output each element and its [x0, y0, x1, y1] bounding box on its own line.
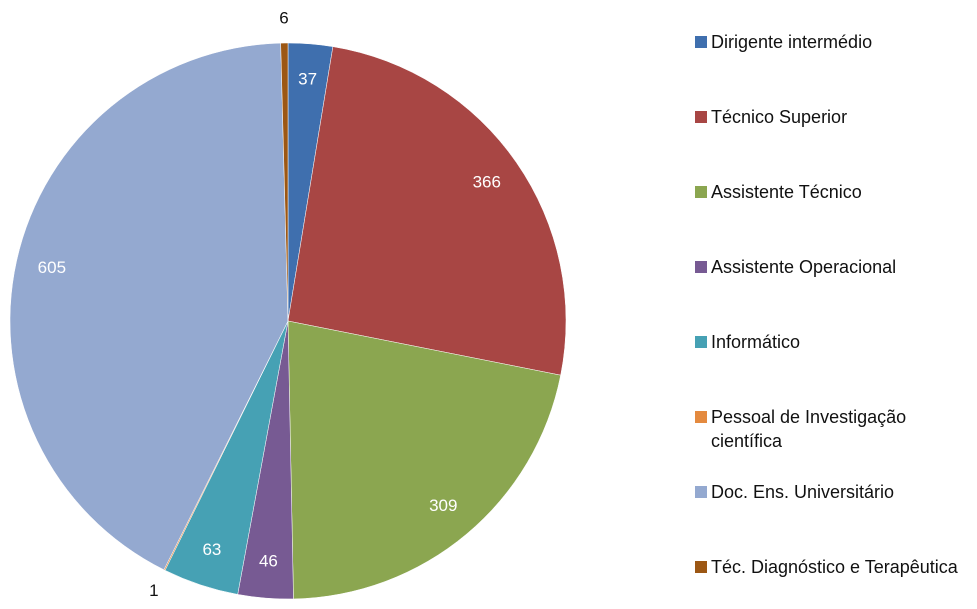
- legend-swatch: [695, 111, 707, 123]
- pie-slice: [9, 42, 289, 571]
- legend-item: Assistente Operacional: [695, 255, 970, 279]
- legend-swatch: [695, 261, 707, 273]
- legend-label: Assistente Técnico: [711, 182, 862, 202]
- legend-swatch: [695, 186, 707, 198]
- data-label: 605: [38, 258, 66, 277]
- legend-label: Assistente Operacional: [711, 257, 897, 277]
- legend-item: Téc. Diagnóstico e Terapêutica: [695, 555, 970, 579]
- legend-swatch: [695, 486, 707, 498]
- legend-swatch: [695, 36, 707, 48]
- legend-swatch: [695, 411, 707, 423]
- legend-item: Técnico Superior: [695, 105, 970, 129]
- data-label: 63: [202, 540, 221, 559]
- legend-swatch: [695, 561, 707, 573]
- data-label: 309: [429, 496, 457, 515]
- legend-label: Téc. Diagnóstico e Terapêutica: [711, 557, 958, 577]
- pie-slice: [287, 320, 561, 600]
- data-label: 6: [279, 9, 288, 28]
- data-label: 46: [259, 552, 278, 571]
- pie-area: 37 366 309 46 63 1 605 6: [9, 9, 567, 600]
- pie-slice: [287, 46, 567, 376]
- legend-item: Informático: [695, 330, 970, 354]
- legend-label: Pessoal de Investigação científica: [711, 407, 907, 451]
- legend-label: Doc. Ens. Universitário: [711, 482, 895, 502]
- data-label: 1: [149, 581, 158, 600]
- legend-item: Dirigente intermédio: [695, 30, 970, 54]
- legend-item: Doc. Ens. Universitário: [695, 480, 970, 504]
- legend-item: Pessoal de Investigação científica: [695, 405, 970, 453]
- legend-swatch: [695, 336, 707, 348]
- data-label: 37: [298, 69, 317, 88]
- legend-label: Informático: [711, 332, 801, 352]
- pie-slice: [280, 42, 289, 322]
- legend-label: Dirigente intermédio: [711, 32, 873, 52]
- data-label: 366: [473, 173, 501, 192]
- legend-label: Técnico Superior: [711, 107, 848, 127]
- legend-item: Assistente Técnico: [695, 180, 970, 204]
